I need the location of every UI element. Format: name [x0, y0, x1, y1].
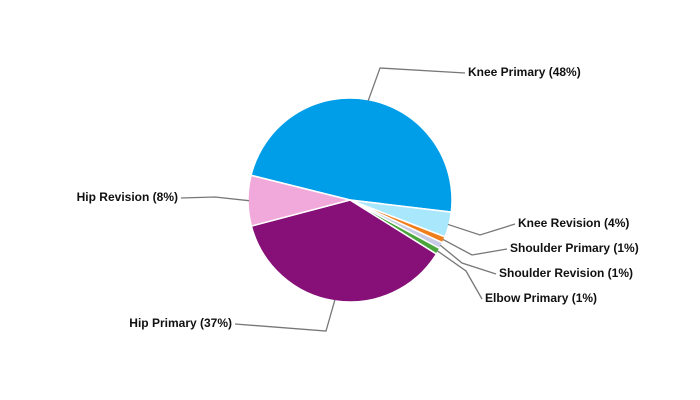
slice-label: Knee Primary (48%): [468, 65, 581, 79]
leader-line: [234, 299, 336, 332]
slice-label: Shoulder Revision (1%): [499, 266, 633, 280]
leader-line: [439, 244, 497, 275]
slice-label: Elbow Primary (1%): [485, 291, 597, 305]
leader-line: [367, 67, 466, 101]
slice-label: Hip Primary (37%): [129, 316, 232, 330]
leader-line: [436, 250, 483, 300]
slice-label: Hip Revision (8%): [77, 190, 178, 204]
slice-label: Shoulder Primary (1%): [510, 241, 639, 255]
leader-line: [180, 196, 250, 202]
leader-line: [442, 238, 508, 256]
slice-label: Knee Revision (4%): [518, 216, 629, 230]
leader-line: [447, 223, 516, 236]
